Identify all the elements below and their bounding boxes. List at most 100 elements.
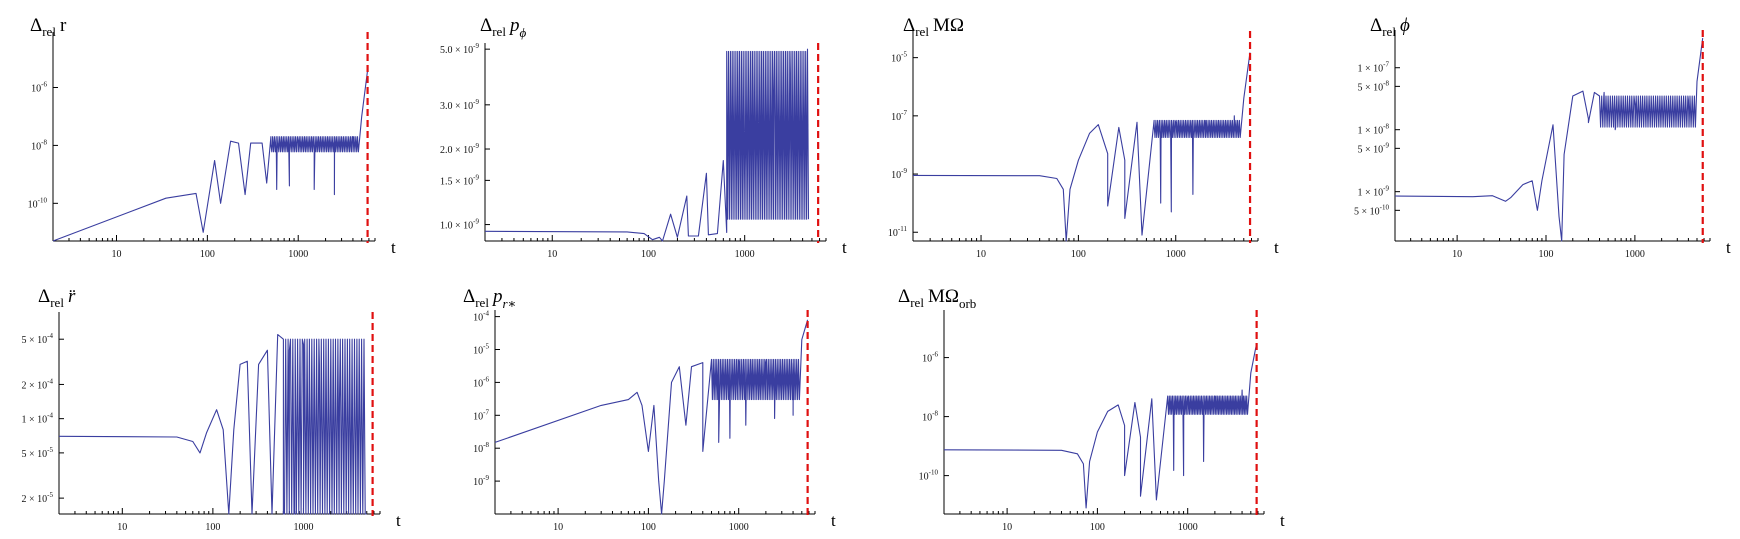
x-tick-label: 100 [1071, 249, 1086, 260]
x-tick-label: 10 [976, 249, 986, 260]
y-tick-base: 5 × 10 [22, 335, 48, 346]
y-tick-label: 10-7 [473, 408, 489, 422]
x-axis-label: t [1280, 511, 1285, 530]
y-tick-exponent: -10 [929, 469, 939, 477]
y-tick-exponent: -5 [483, 343, 489, 351]
title-variable: p [508, 15, 520, 36]
x-tick-label: 100 [1090, 522, 1105, 533]
y-tick-base: 10 [922, 354, 932, 365]
data-series-line [912, 52, 1251, 242]
y-tick-label: 3.0 × 10-9 [440, 98, 479, 112]
y-tick-exponent: -7 [1383, 61, 1389, 69]
y-tick-base: 1.5 × 10 [440, 176, 473, 187]
x-tick-label: 1000 [293, 522, 313, 533]
y-tick-base: 5 × 10 [22, 449, 48, 460]
y-tick-base: 2 × 10 [22, 380, 48, 391]
y-tick-label: 10-6 [473, 375, 489, 389]
y-tick-exponent: -5 [901, 51, 907, 59]
y-tick-exponent: -6 [41, 80, 47, 88]
y-tick-base: 1 × 10 [1358, 126, 1384, 137]
y-tick-label: 5 × 10-10 [1354, 203, 1389, 217]
y-tick-exponent: -4 [47, 377, 53, 385]
x-tick-label: 1000 [735, 249, 755, 260]
y-tick-label: 1 × 10-8 [1358, 123, 1390, 137]
panel-title: Δrel MΩorb [898, 286, 976, 311]
y-tick-exponent: -5 [47, 446, 53, 454]
y-tick-label: 5.0 × 10-9 [440, 42, 479, 56]
title-symbol: Δ [480, 15, 492, 36]
y-tick-exponent: -9 [1383, 141, 1389, 149]
y-tick-base: 10 [891, 170, 901, 181]
y-tick-label: 5 × 10-8 [1358, 79, 1390, 93]
x-tick-label: 10 [1452, 249, 1462, 260]
y-tick-base: 5 × 10 [1358, 144, 1384, 155]
x-tick-label: 100 [205, 522, 220, 533]
x-tick-label: 10 [112, 249, 122, 260]
y-tick-label: 5 × 10-4 [22, 332, 54, 346]
y-tick-base: 10 [919, 472, 929, 483]
y-tick-base: 10 [31, 83, 41, 94]
y-tick-label: 10-11 [888, 225, 908, 239]
title-symbol: Δ [38, 286, 50, 307]
y-tick-exponent: -7 [901, 109, 907, 117]
y-tick-exponent: -9 [901, 167, 907, 175]
panel-title: Δrel r [30, 15, 67, 39]
y-tick-label: 10-8 [31, 138, 47, 152]
data-series-line [52, 70, 369, 242]
y-tick-base: 1 × 10 [1358, 188, 1384, 199]
y-tick-base: 5.0 × 10 [440, 45, 473, 56]
y-tick-label: 10-7 [891, 109, 907, 123]
title-variable: MΩ [928, 286, 959, 307]
y-tick-label: 1 × 10-4 [22, 412, 54, 426]
y-tick-label: 10-9 [473, 474, 489, 488]
x-axis-label: t [1274, 238, 1279, 257]
y-tick-exponent: -10 [38, 196, 48, 204]
x-tick-label: 1000 [288, 249, 308, 260]
y-tick-label: 10-4 [473, 310, 489, 324]
y-tick-exponent: -6 [483, 375, 489, 383]
y-tick-base: 1 × 10 [1358, 64, 1384, 75]
title-variable: MΩ [933, 15, 964, 36]
y-tick-base: 10 [888, 228, 898, 239]
y-tick-label: 2.0 × 10-9 [440, 142, 479, 156]
y-tick-exponent: -6 [932, 351, 938, 359]
x-tick-label: 1000 [729, 522, 749, 533]
y-tick-exponent: -11 [898, 225, 908, 233]
y-tick-base: 2 × 10 [22, 494, 48, 505]
chart-panel-6: Δrel pr∗10 100 1000 t10-910-810-710-610-510-… [463, 286, 836, 533]
data-series-line [1394, 38, 1704, 242]
x-tick-label: 100 [200, 249, 215, 260]
y-tick-label: 10-5 [473, 343, 489, 357]
y-tick-base: 10 [473, 378, 483, 389]
title-variable-subscript: orb [959, 296, 976, 311]
x-tick-label: 10 [117, 522, 127, 533]
title-subscript: rel [910, 295, 924, 310]
y-tick-exponent: -4 [47, 412, 53, 420]
x-axis-label: t [831, 511, 836, 530]
y-tick-exponent: -9 [473, 173, 479, 181]
y-tick-label: 1.5 × 10-9 [440, 173, 479, 187]
y-tick-exponent: -8 [932, 410, 938, 418]
y-tick-label: 10-9 [891, 167, 907, 181]
title-variable-subscript: r∗ [502, 296, 516, 311]
panel-title: Δrel pr∗ [463, 286, 516, 311]
y-tick-label: 5 × 10-5 [22, 446, 54, 460]
y-tick-base: 10 [473, 411, 483, 422]
x-axis-label: t [1726, 238, 1731, 257]
title-symbol: Δ [30, 15, 42, 36]
title-symbol: Δ [463, 286, 475, 307]
y-tick-exponent: -9 [473, 42, 479, 50]
title-variable: r̈ [68, 286, 76, 307]
y-tick-label: 1.0 × 10-9 [440, 218, 479, 232]
y-tick-exponent: -10 [1380, 203, 1390, 211]
title-subscript: rel [475, 295, 489, 310]
y-tick-base: 10 [28, 199, 38, 210]
x-tick-label: 10 [553, 522, 563, 533]
y-tick-base: 10 [473, 477, 483, 488]
x-tick-label: 100 [641, 249, 656, 260]
x-axis-label: t [842, 238, 847, 257]
title-variable-subscript: ϕ [519, 25, 526, 40]
y-tick-base: 10 [473, 346, 483, 357]
